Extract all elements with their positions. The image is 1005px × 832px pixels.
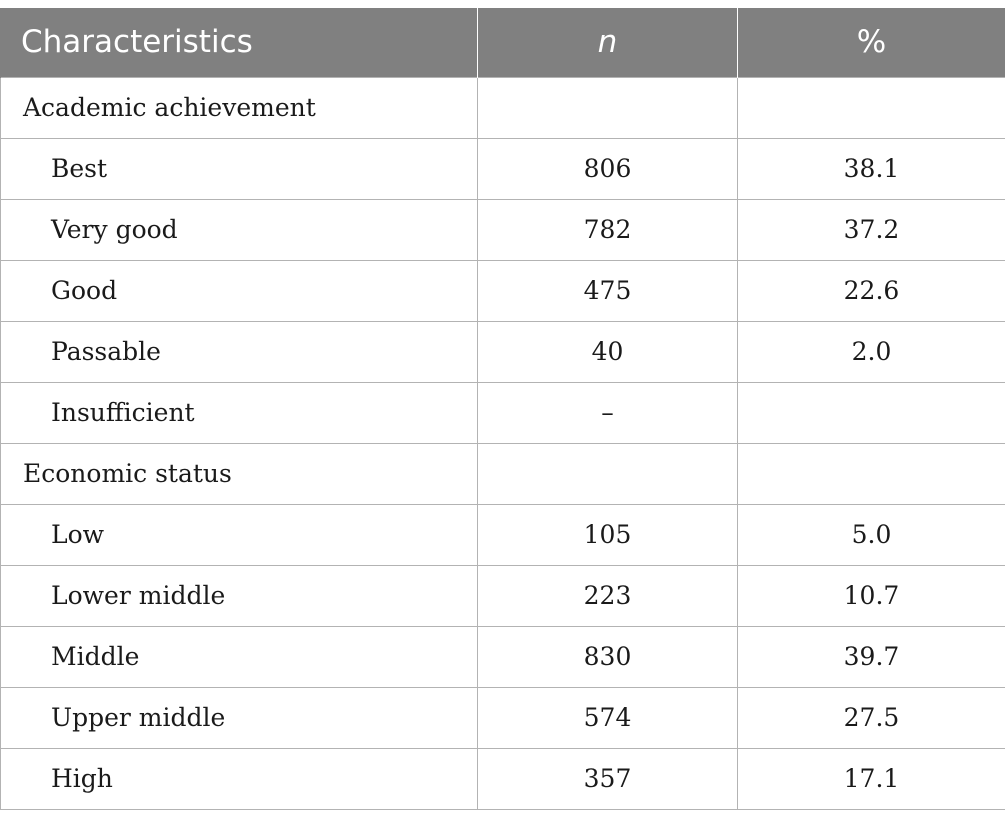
row-label: Upper middle xyxy=(0,686,478,749)
table-header: Characteristics n % xyxy=(0,8,1005,77)
row-percent xyxy=(737,76,1005,139)
row-label: High xyxy=(0,747,478,810)
row-n: 223 xyxy=(477,564,738,627)
row-percent: 5.0 xyxy=(737,503,1005,566)
row-label: Lower middle xyxy=(0,564,478,627)
row-percent: 37.2 xyxy=(737,198,1005,261)
table-row: Middle 830 39.7 xyxy=(0,625,1005,688)
header-characteristics: Characteristics xyxy=(0,8,478,77)
row-n: – xyxy=(477,381,738,444)
characteristics-table-container: Characteristics n % Academic achievement… xyxy=(0,8,1005,810)
table-row: Upper middle 574 27.5 xyxy=(0,686,1005,749)
row-percent xyxy=(737,442,1005,505)
row-n: 782 xyxy=(477,198,738,261)
row-n: 806 xyxy=(477,137,738,200)
table-body: Academic achievement Best 806 38.1 Very … xyxy=(0,76,1005,810)
row-n: 105 xyxy=(477,503,738,566)
table-row: Passable 40 2.0 xyxy=(0,320,1005,383)
row-n: 475 xyxy=(477,259,738,322)
row-percent: 27.5 xyxy=(737,686,1005,749)
row-n: 574 xyxy=(477,686,738,749)
table-row: Good 475 22.6 xyxy=(0,259,1005,322)
row-label: Economic status xyxy=(0,442,478,505)
row-label: Low xyxy=(0,503,478,566)
row-n: 40 xyxy=(477,320,738,383)
row-label: Very good xyxy=(0,198,478,261)
characteristics-table: Characteristics n % Academic achievement… xyxy=(0,8,1005,810)
table-row: Very good 782 37.2 xyxy=(0,198,1005,261)
row-label: Best xyxy=(0,137,478,200)
row-n xyxy=(477,76,738,139)
header-percent: % xyxy=(737,8,1005,77)
row-n: 357 xyxy=(477,747,738,810)
row-label: Insufficient xyxy=(0,381,478,444)
row-percent: 17.1 xyxy=(737,747,1005,810)
header-row: Characteristics n % xyxy=(0,8,1005,77)
table-row: Low 105 5.0 xyxy=(0,503,1005,566)
table-row: Insufficient – xyxy=(0,381,1005,444)
row-percent: 10.7 xyxy=(737,564,1005,627)
row-label: Passable xyxy=(0,320,478,383)
row-n xyxy=(477,442,738,505)
row-label: Good xyxy=(0,259,478,322)
row-label: Academic achievement xyxy=(0,76,478,139)
row-percent: 38.1 xyxy=(737,137,1005,200)
table-row: Lower middle 223 10.7 xyxy=(0,564,1005,627)
table-row: High 357 17.1 xyxy=(0,747,1005,810)
row-percent: 2.0 xyxy=(737,320,1005,383)
table-row: Best 806 38.1 xyxy=(0,137,1005,200)
row-percent xyxy=(737,381,1005,444)
row-percent: 39.7 xyxy=(737,625,1005,688)
row-label: Middle xyxy=(0,625,478,688)
table-row: Economic status xyxy=(0,442,1005,505)
row-percent: 22.6 xyxy=(737,259,1005,322)
table-row: Academic achievement xyxy=(0,76,1005,139)
header-n: n xyxy=(477,8,738,77)
row-n: 830 xyxy=(477,625,738,688)
